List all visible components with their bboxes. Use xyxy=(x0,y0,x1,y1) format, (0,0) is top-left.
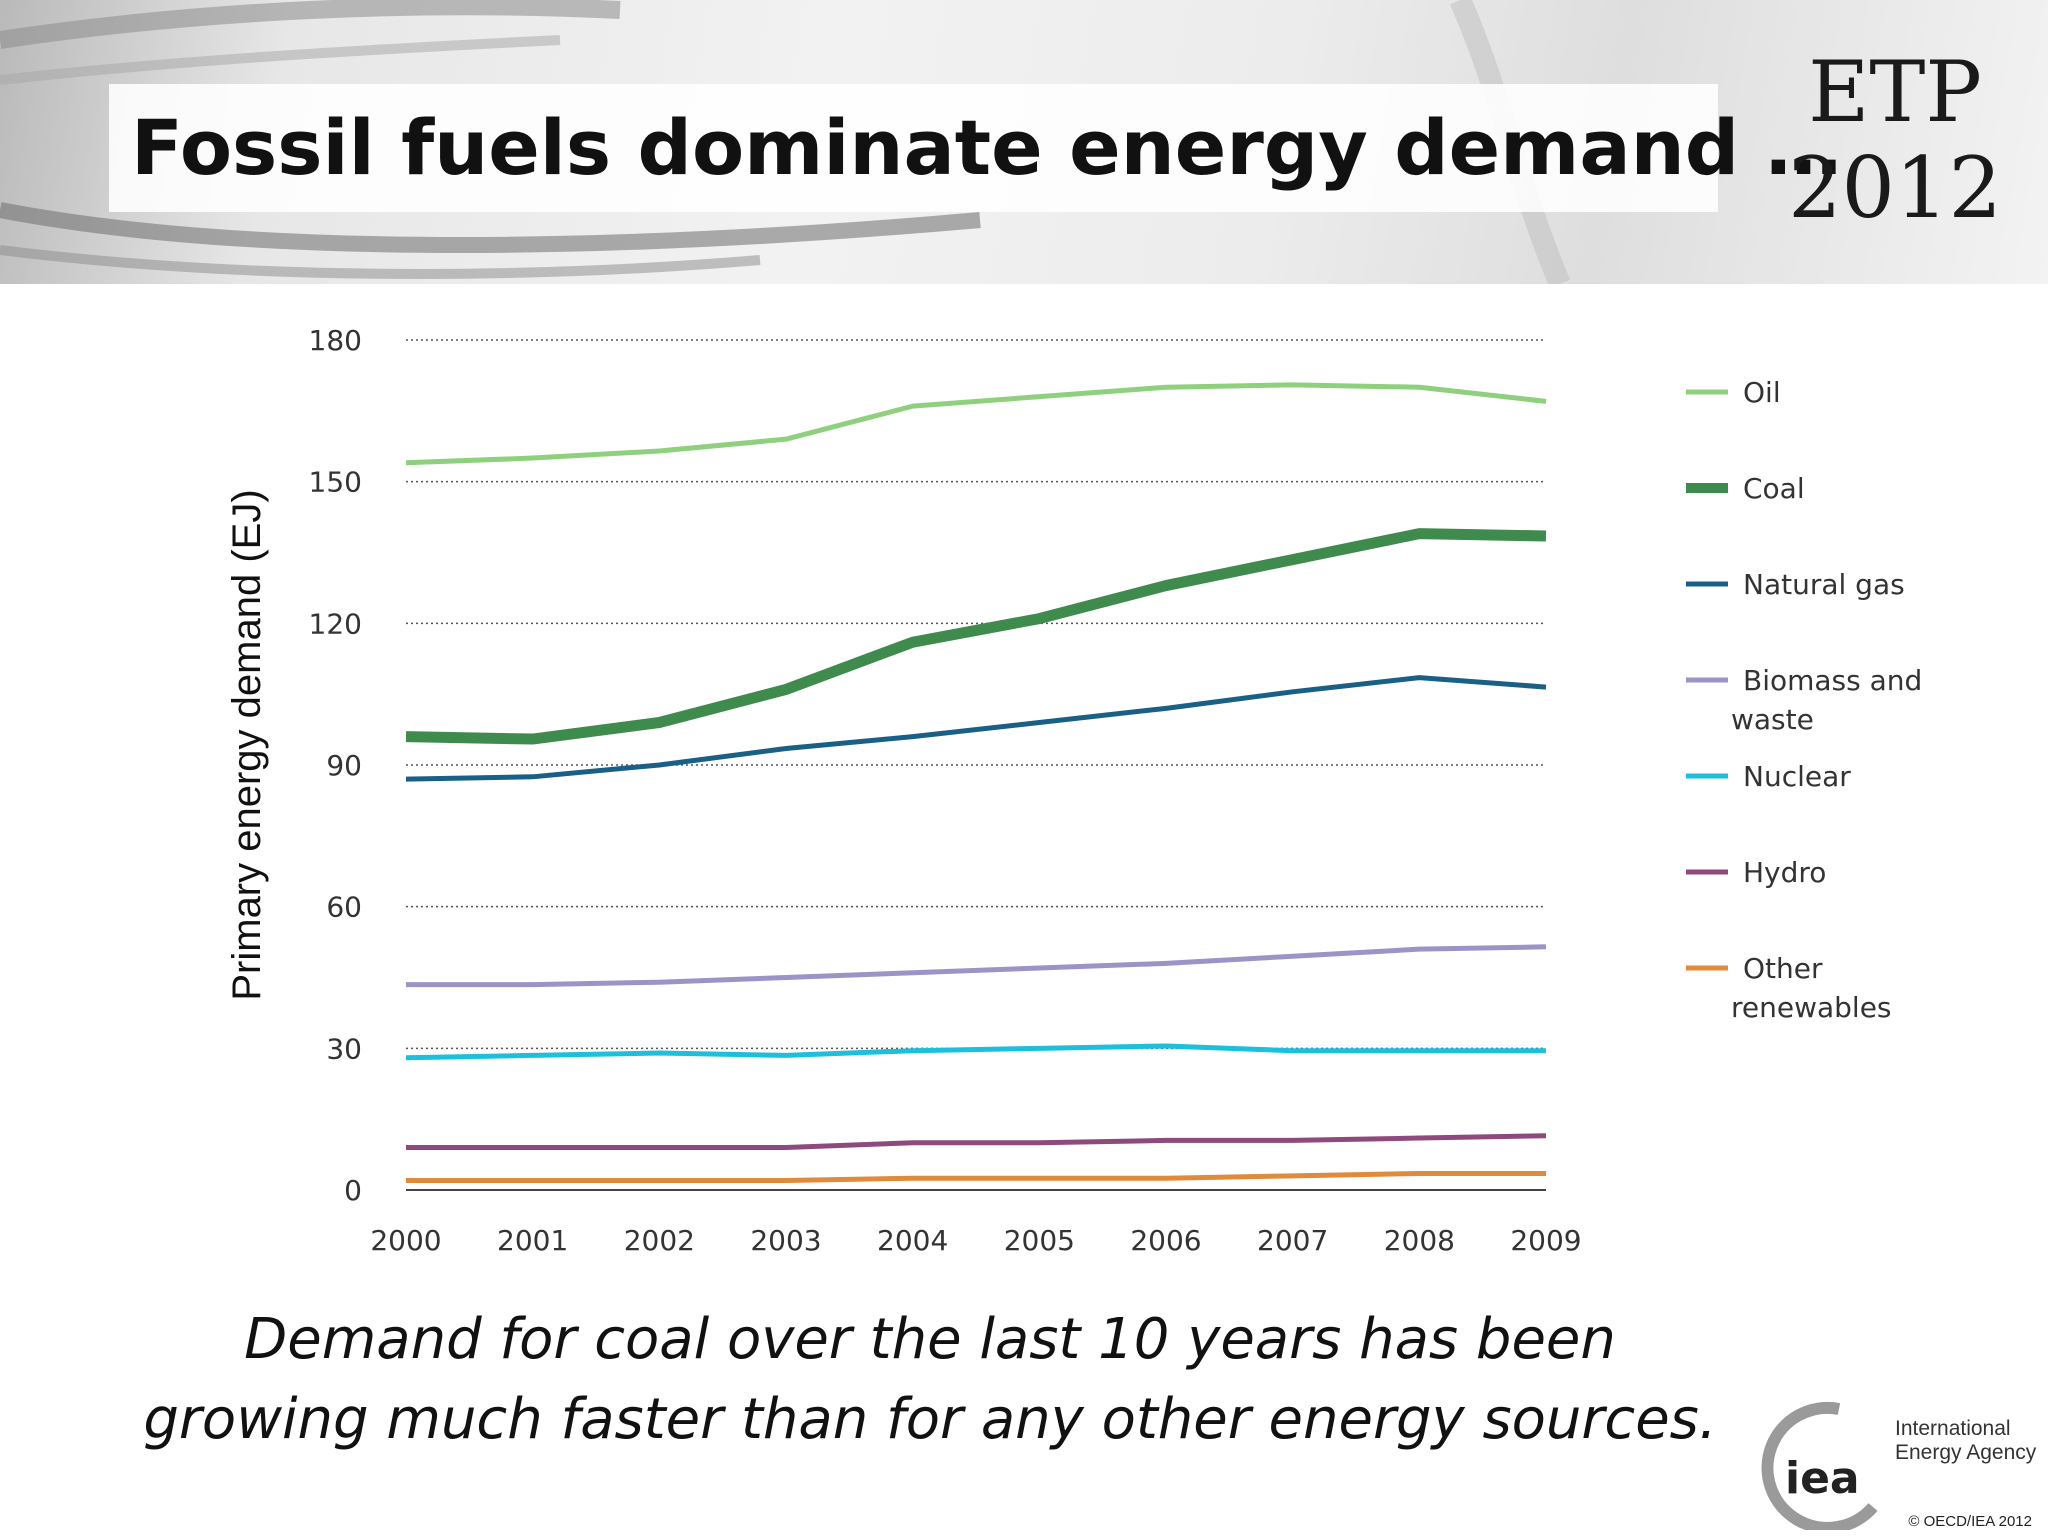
legend-label: Oil xyxy=(1743,376,1781,409)
series-lines xyxy=(405,382,1547,1184)
x-tick-label: 2009 xyxy=(1510,1224,1581,1257)
caption-line-2: growing much faster than for any other e… xyxy=(143,1387,1717,1452)
series-line-natural-gas xyxy=(405,675,1547,782)
x-tick-label: 2008 xyxy=(1384,1224,1455,1257)
y-axis-label: Primary energy demand (EJ) xyxy=(225,489,269,1000)
legend-label: Coal xyxy=(1743,472,1805,505)
x-tick-label: 2007 xyxy=(1257,1224,1328,1257)
legend-label: Biomass and xyxy=(1743,664,1922,697)
copyright: © OECD/IEA 2012 xyxy=(1908,1513,2032,1530)
series-line-other-renewables xyxy=(406,1170,1546,1184)
legend-label: Other xyxy=(1743,952,1823,985)
title-box: Fossil fuels dominate energy demand … xyxy=(109,84,1842,212)
x-tick-label: 2002 xyxy=(624,1224,695,1257)
series-line-hydro xyxy=(406,1133,1547,1150)
badge-line-2: 2012 xyxy=(1788,139,2002,237)
y-tick-label: 180 xyxy=(309,324,362,357)
y-tick-label: 90 xyxy=(326,749,362,782)
legend-label: Natural gas xyxy=(1743,568,1905,601)
slide-caption: Demand for coal over the last 10 years h… xyxy=(120,1300,1740,1460)
etp-2012-badge: ETP 2012 xyxy=(1770,44,2020,236)
legend: Oil Coal Natural gas Biomass and waste Nuclea… xyxy=(1686,376,1922,1024)
iea-logo-arc-icon xyxy=(1761,1401,1878,1530)
legend-label: Hydro xyxy=(1743,856,1826,889)
y-tick-label: 60 xyxy=(326,891,362,924)
x-tick-label: 2005 xyxy=(1004,1224,1075,1257)
x-tick-label: 2001 xyxy=(497,1224,568,1257)
y-tick-label: 120 xyxy=(309,607,362,640)
caption-line-1: Demand for coal over the last 10 years h… xyxy=(244,1307,1616,1372)
badge-line-1: ETP xyxy=(1808,43,1982,141)
x-tick-label: 2000 xyxy=(370,1224,441,1257)
y-tick-label: 150 xyxy=(309,466,362,499)
slide-title: Fossil fuels dominate energy demand … xyxy=(131,103,1842,192)
x-tick-label: 2006 xyxy=(1130,1224,1201,1257)
y-tick-label: 30 xyxy=(326,1032,362,1065)
legend-label: waste xyxy=(1731,703,1814,736)
iea-logo-name-line-2: Energy Agency xyxy=(1895,1441,2037,1464)
legend-label: Nuclear xyxy=(1743,760,1851,793)
series-line-coal xyxy=(405,528,1547,745)
series-line-biomass-and-waste xyxy=(406,944,1547,988)
x-axis-ticks: 2000 2001 2002 2003 2004 2005 2006 2007 2008 2009 xyxy=(370,1224,1581,1257)
series-line-nuclear xyxy=(405,1043,1546,1061)
y-tick-label: 0 xyxy=(344,1174,362,1207)
iea-logo-name-line-1: International xyxy=(1895,1417,2011,1440)
x-tick-label: 2004 xyxy=(877,1224,948,1257)
gridlines xyxy=(406,339,1546,1191)
header-band: Fossil fuels dominate energy demand … ET… xyxy=(0,0,2048,284)
iea-logo-mark: iea xyxy=(1785,1453,1860,1504)
legend-label: renewables xyxy=(1731,991,1892,1024)
iea-logo: iea International Energy Agency xyxy=(1761,1401,2037,1530)
x-tick-label: 2003 xyxy=(750,1224,821,1257)
series-line-oil xyxy=(405,382,1547,466)
y-axis-ticks: 0 30 60 90 120 150 180 xyxy=(309,324,362,1207)
header-decoration xyxy=(0,0,1571,284)
